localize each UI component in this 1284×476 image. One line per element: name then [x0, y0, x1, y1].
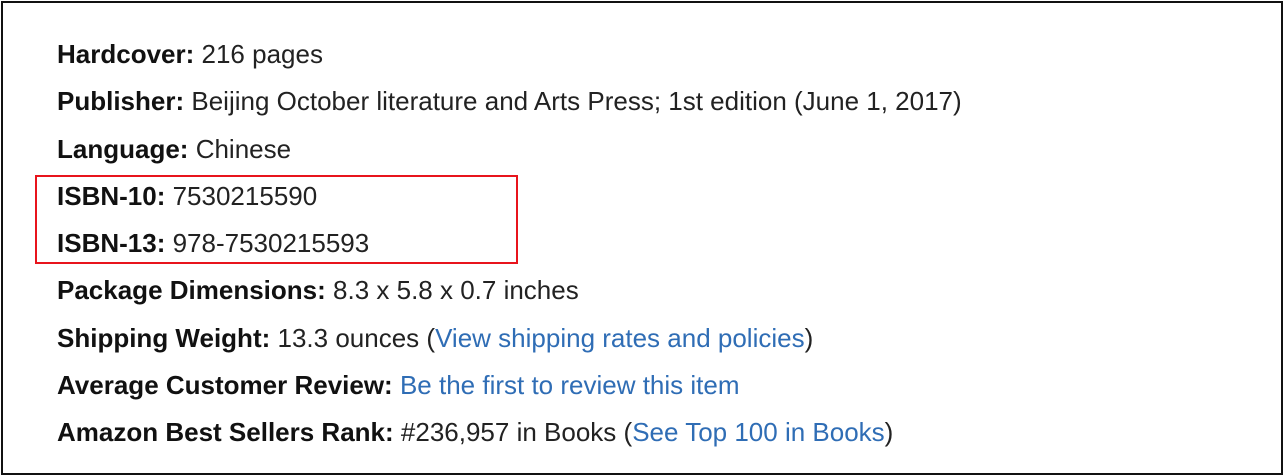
first-review-link[interactable]: Be the first to review this item: [399, 370, 740, 401]
detail-label: Shipping Weight:: [57, 322, 271, 353]
detail-average-review: Average Customer Review: Be the first to…: [57, 362, 962, 409]
detail-value: #236,957 in Books (: [400, 417, 633, 448]
detail-label: Publisher:: [57, 86, 185, 117]
detail-isbn-10: ISBN-10: 7530215590: [57, 173, 962, 220]
detail-label: Hardcover:: [57, 39, 195, 69]
detail-best-sellers-rank: Amazon Best Sellers Rank: #236,957 in Bo…: [57, 409, 962, 456]
detail-label: ISBN-10:: [57, 180, 166, 211]
detail-label: Package Dimensions:: [57, 275, 326, 306]
detail-value: 216 pages: [201, 39, 323, 69]
detail-value: 8.3 x 5.8 x 0.7 inches: [333, 275, 579, 306]
detail-label: Amazon Best Sellers Rank:: [57, 417, 394, 448]
detail-isbn-13: ISBN-13: 978-7530215593: [57, 220, 962, 267]
detail-value: 7530215590: [172, 180, 318, 211]
detail-package-dimensions: Package Dimensions: 8.3 x 5.8 x 0.7 inch…: [57, 267, 962, 314]
product-details-list: Hardcover: 216 pages Publisher: Beijing …: [57, 31, 962, 457]
detail-shipping-weight: Shipping Weight: 13.3 ounces (View shipp…: [57, 315, 962, 362]
detail-language: Language: Chinese: [57, 126, 962, 173]
detail-label: Average Customer Review:: [57, 370, 393, 401]
detail-publisher: Publisher: Beijing October literature an…: [57, 78, 962, 125]
detail-label: ISBN-13:: [57, 228, 166, 259]
detail-hardcover: Hardcover: 216 pages: [57, 31, 962, 78]
detail-value: 13.3 ounces (: [277, 322, 436, 353]
detail-value: Chinese: [195, 133, 292, 164]
isbn-highlight-box: [35, 175, 518, 264]
shipping-rates-link[interactable]: View shipping rates and policies: [435, 322, 805, 353]
detail-value: 978-7530215593: [172, 228, 370, 259]
top-100-books-link[interactable]: See Top 100 in Books: [632, 417, 885, 448]
detail-value: Beijing October literature and Arts Pres…: [191, 86, 962, 117]
detail-label: Language:: [57, 133, 189, 164]
detail-suffix: ): [804, 322, 814, 353]
detail-suffix: ): [884, 417, 894, 448]
